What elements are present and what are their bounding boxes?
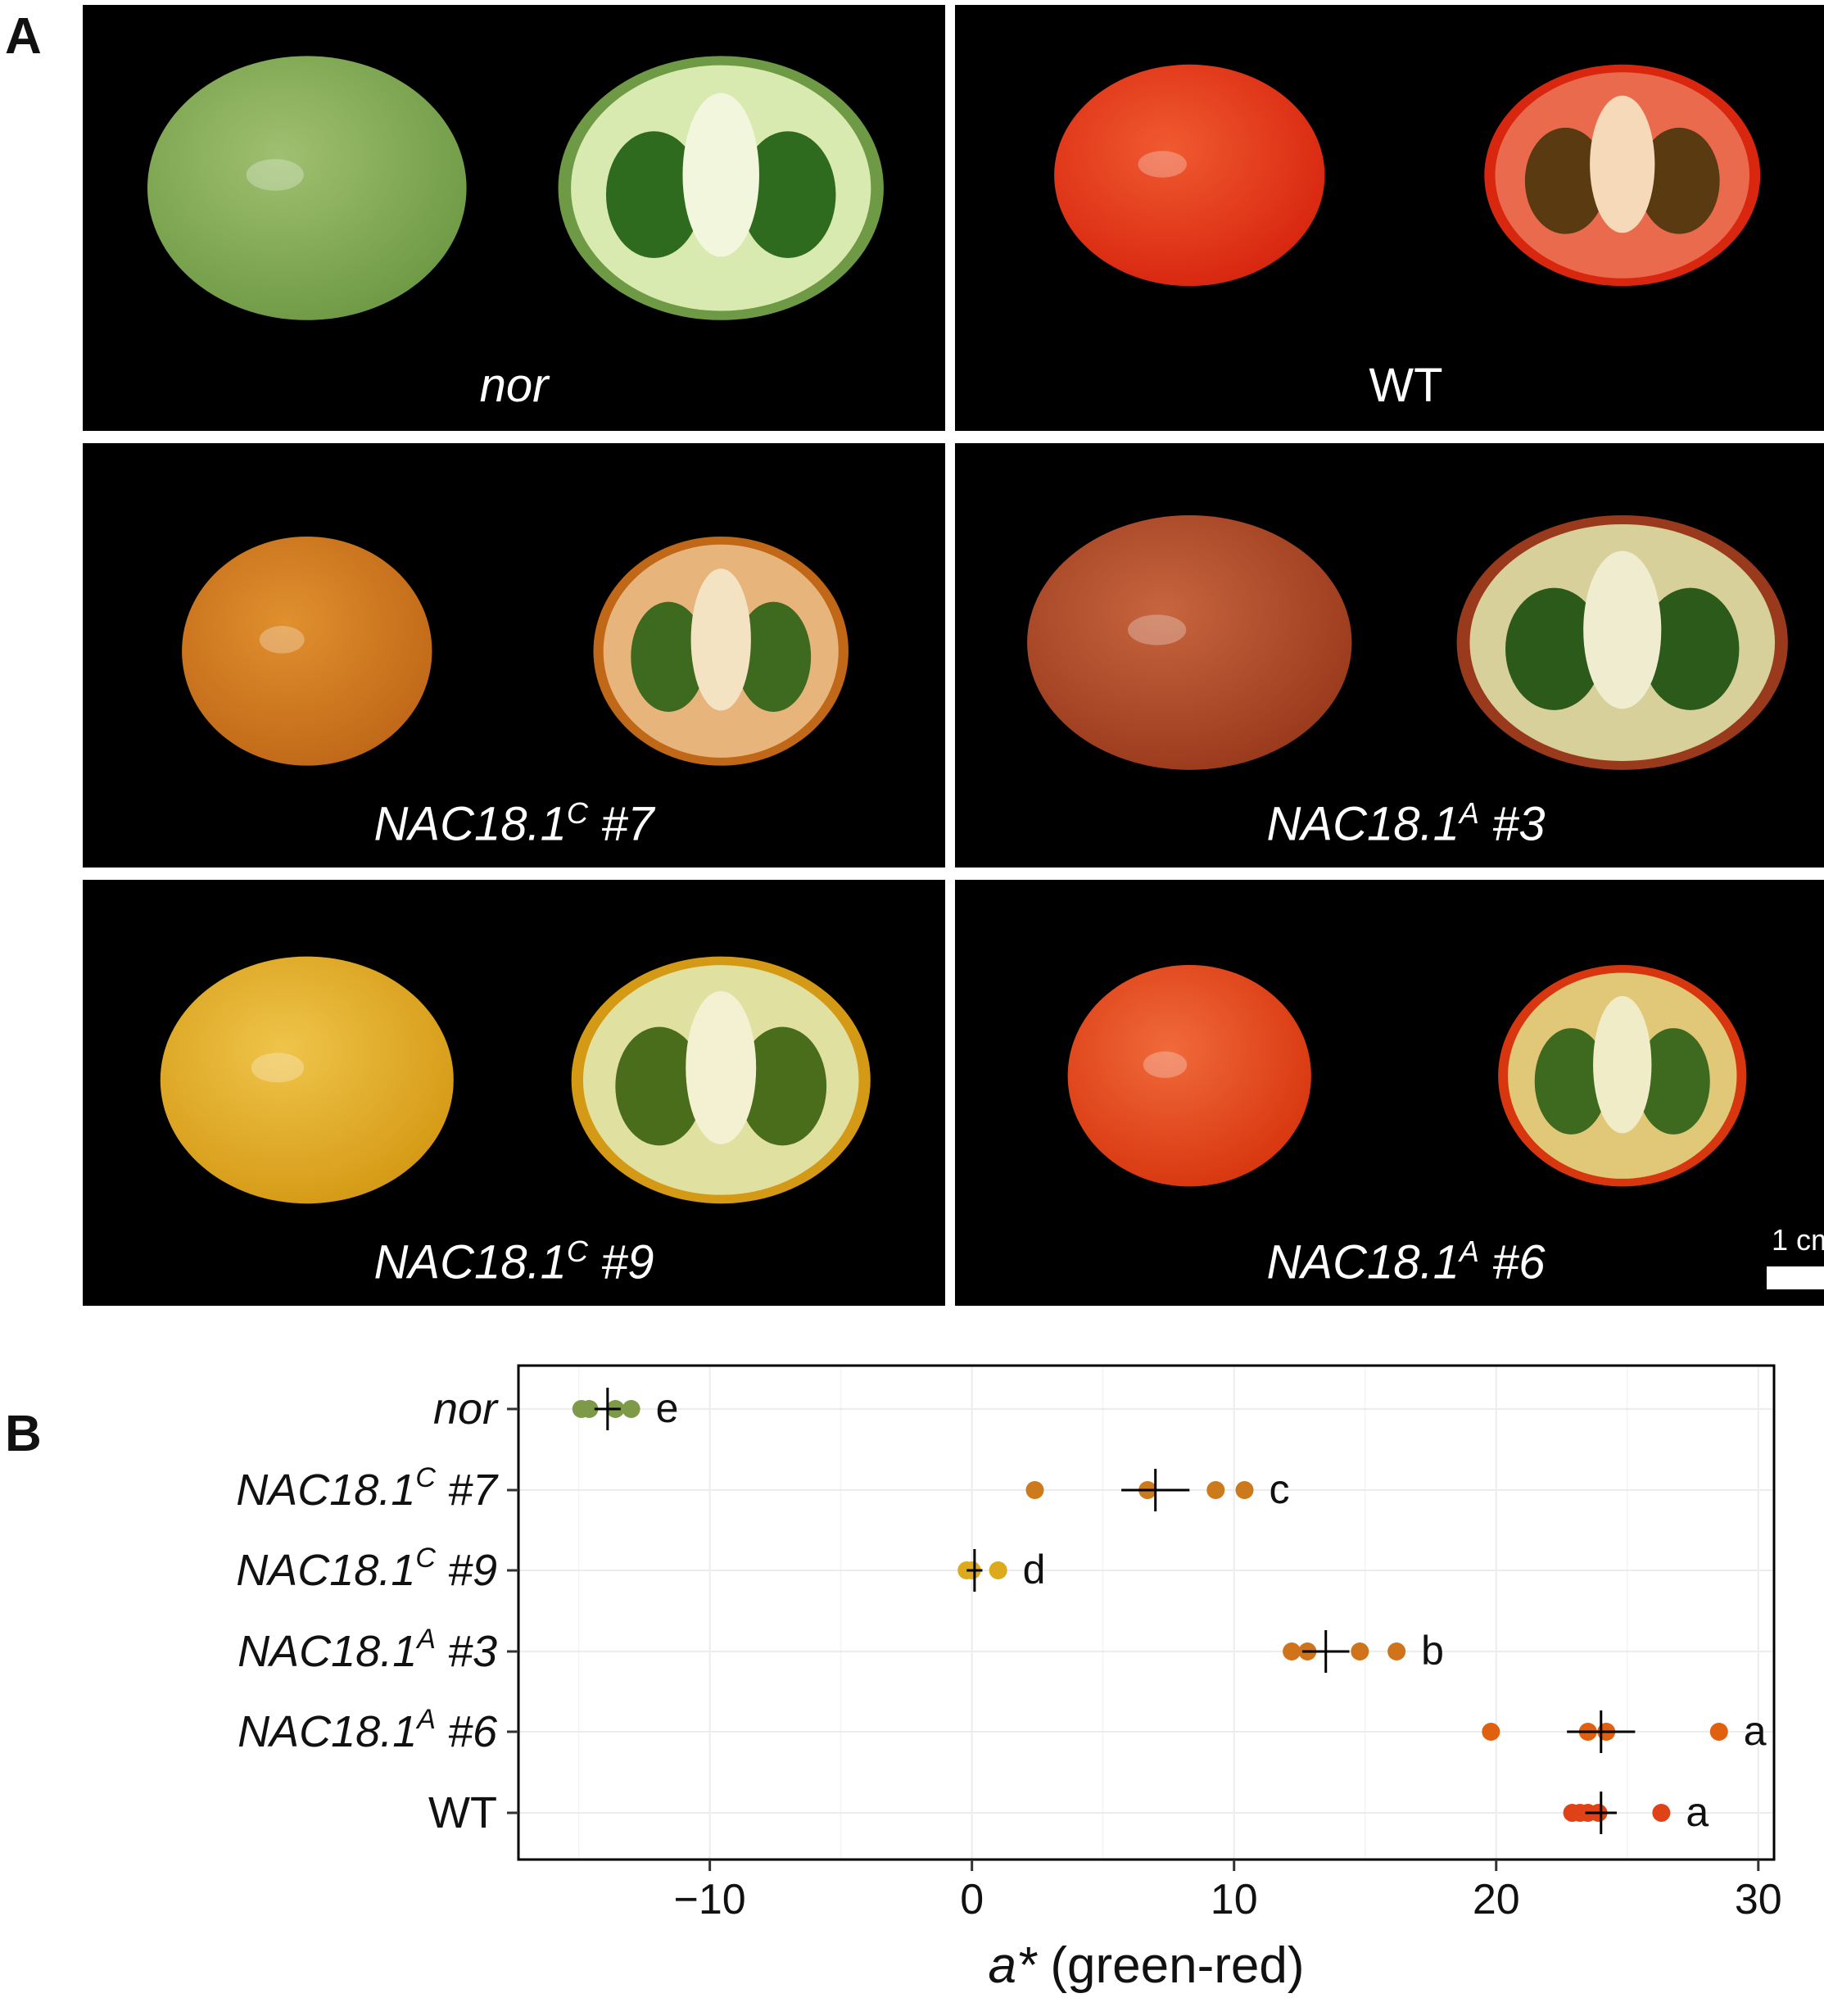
fruit-highlight: [259, 626, 305, 654]
photo-label: NAC18.1A #6: [1266, 1235, 1546, 1289]
photo-label: nor: [479, 359, 549, 412]
significance-letter: d: [1023, 1547, 1046, 1592]
x-tick-label: −10: [674, 1876, 746, 1923]
photo-nac181c7: NAC18.1C #7: [83, 443, 945, 868]
data-point: [1387, 1642, 1406, 1660]
x-tick-label: 20: [1473, 1876, 1520, 1923]
cut-fruit: [1484, 64, 1761, 287]
data-point: [622, 1400, 640, 1418]
significance-letter: a: [1744, 1708, 1767, 1754]
whole-fruit: [182, 536, 432, 766]
fruit-highlight: [1143, 1051, 1188, 1078]
significance-letter: e: [656, 1385, 679, 1431]
photo-wt: WT: [955, 5, 1824, 431]
photo-nac181c9: NAC18.1C #9: [83, 880, 945, 1306]
data-point: [1283, 1642, 1301, 1660]
data-point: [1235, 1481, 1254, 1499]
data-point: [989, 1561, 1007, 1579]
data-point: [1709, 1723, 1728, 1741]
x-tick-label: 10: [1211, 1876, 1258, 1923]
photo-label: WT: [1369, 359, 1443, 412]
y-tick-label: NAC18.1C #9: [236, 1543, 497, 1595]
whole-fruit: [147, 56, 467, 320]
data-point: [1351, 1642, 1369, 1660]
significance-letter: a: [1686, 1789, 1709, 1835]
fruit-highlight: [251, 1053, 305, 1083]
cut-fruit: [593, 536, 849, 766]
x-axis-label: a* (green-red): [989, 1937, 1305, 1994]
photo-nac181a6: NAC18.1A #6 1 cm: [955, 880, 1824, 1306]
data-point: [1206, 1481, 1225, 1499]
data-point: [580, 1400, 599, 1418]
data-point: [1652, 1804, 1671, 1822]
photo-label: NAC18.1A #3: [1266, 796, 1546, 851]
fruit-highlight: [1138, 151, 1187, 178]
plot-frame: [517, 1364, 1776, 1861]
x-tick-label: 0: [960, 1876, 984, 1923]
fruit-highlight: [246, 159, 304, 191]
photo-label: NAC18.1C #7: [373, 796, 654, 851]
whole-fruit: [1027, 515, 1352, 770]
data-point: [1025, 1481, 1044, 1499]
significance-letter: c: [1270, 1466, 1290, 1512]
x-tick-label: 30: [1735, 1876, 1782, 1923]
cut-fruit: [558, 56, 884, 320]
y-tick-label: NAC18.1A #3: [238, 1624, 497, 1676]
cut-fruit: [1498, 965, 1747, 1187]
scale-bar: 1 cm: [1767, 1225, 1824, 1289]
significance-letter: b: [1421, 1628, 1444, 1674]
y-tick-label: nor: [433, 1384, 499, 1434]
whole-fruit: [160, 956, 454, 1204]
panel-label-a: A: [5, 8, 42, 65]
whole-fruit: [1054, 64, 1325, 287]
scale-bar-label: 1 cm: [1771, 1223, 1824, 1257]
whole-fruit: [1067, 965, 1311, 1187]
y-tick-label: NAC18.1A #6: [238, 1704, 498, 1756]
photo-nor: nor: [83, 5, 945, 431]
photo-label: NAC18.1C #9: [373, 1235, 654, 1289]
y-tick-label: NAC18.1C #7: [236, 1462, 499, 1515]
panel-label-b: B: [5, 1406, 42, 1462]
cut-fruit: [1456, 515, 1788, 770]
y-tick-label: WT: [428, 1788, 497, 1837]
photo-nac181a3: NAC18.1A #3: [955, 443, 1824, 868]
a-star-dot-plot: nor NAC18.1C #7 NAC18.1C #9 NAC18.1A #3 NAC1…: [236, 1364, 1782, 1994]
cut-fruit: [571, 956, 871, 1204]
data-point: [1482, 1723, 1500, 1741]
scale-bar-line: [1767, 1266, 1824, 1289]
fruit-highlight: [1127, 614, 1187, 646]
